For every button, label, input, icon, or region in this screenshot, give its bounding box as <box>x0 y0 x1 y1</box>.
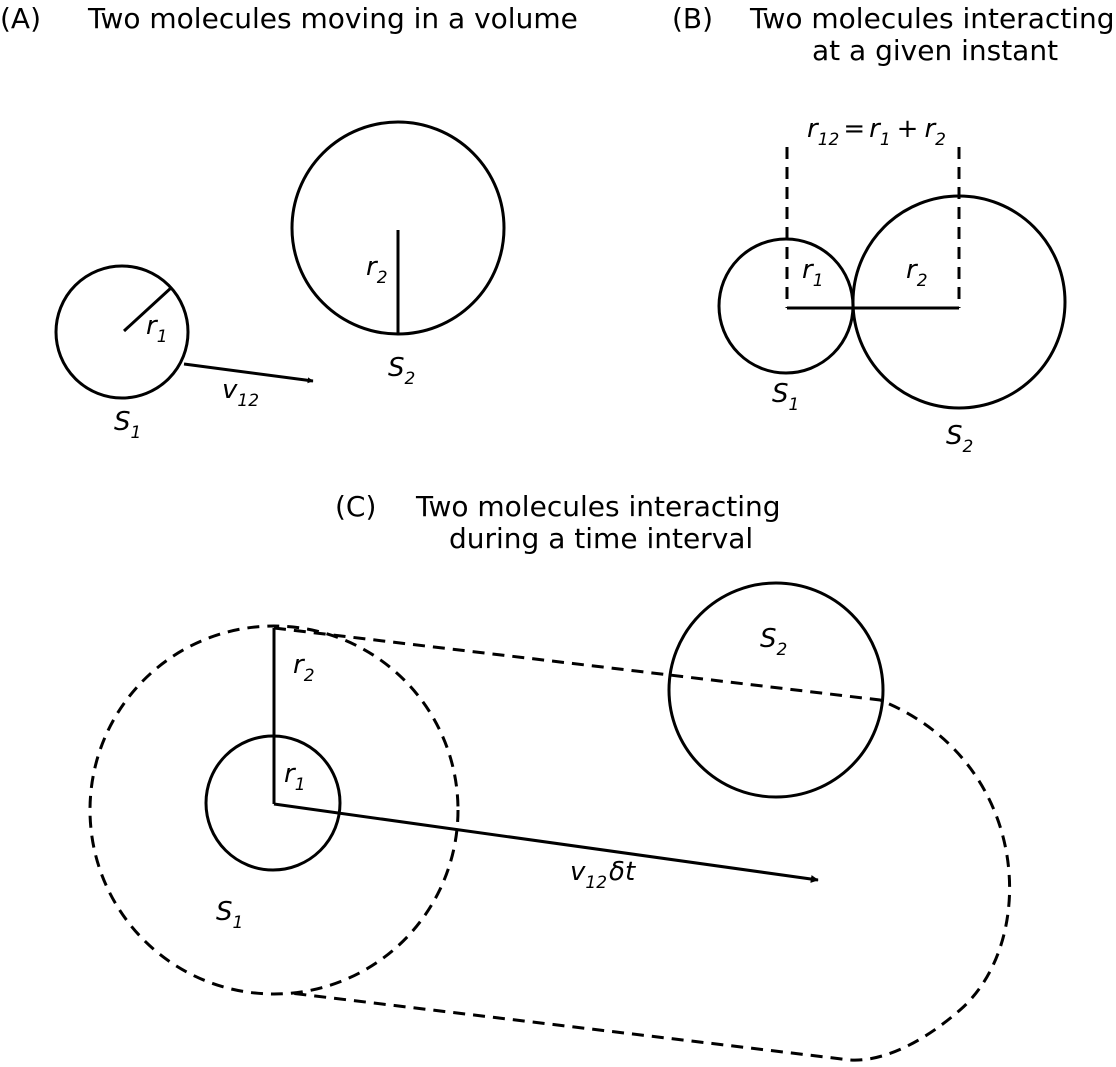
molecule-s1-circle <box>54 264 190 400</box>
swept-volume-envelope <box>273 626 1012 1062</box>
molecule-s1-circle <box>717 237 855 375</box>
radius-r1-line <box>122 285 174 333</box>
molecule-s2-circle <box>851 194 1067 410</box>
panel-c-title-line1: Two molecules interacting <box>415 490 781 523</box>
label-r2: r2 <box>366 252 388 288</box>
label-r2: r2 <box>293 650 315 686</box>
displacement-v12-dt-arrow <box>273 802 819 883</box>
label-s1: S1 <box>772 379 799 415</box>
panel-c-letter: (C) <box>335 490 376 523</box>
label-s2: S2 <box>388 353 415 389</box>
label-r2: r2 <box>906 255 928 291</box>
panel-b: (B) Two molecules interacting at a given… <box>672 2 1115 457</box>
equation-r12: r12 = r1 + r2 <box>807 114 946 150</box>
label-r1: r1 <box>146 311 168 347</box>
velocity-v12-arrow <box>183 362 314 384</box>
molecule-s2-circle <box>667 581 885 799</box>
panel-b-title-line2: at a given instant <box>812 34 1058 67</box>
label-v12-dt: v12δt <box>570 857 636 893</box>
label-r1: r1 <box>802 255 824 291</box>
panel-b-title-line1: Two molecules interacting <box>749 2 1115 35</box>
label-s2: S2 <box>946 421 973 457</box>
panel-a-title: Two molecules moving in a volume <box>87 2 578 35</box>
label-s2: S2 <box>760 624 787 660</box>
panel-c: (C) Two molecules interacting during a t… <box>88 490 1012 1062</box>
label-v12: v12 <box>222 375 259 411</box>
panel-a: (A) Two molecules moving in a volume r1 … <box>0 2 578 443</box>
panel-c-title-line2: during a time interval <box>449 522 753 555</box>
label-s1: S1 <box>114 407 141 443</box>
panel-b-letter: (B) <box>672 2 713 35</box>
collision-cross-section-circle <box>88 624 460 996</box>
label-s1: S1 <box>216 897 243 933</box>
panel-a-letter: (A) <box>0 2 41 35</box>
label-r1: r1 <box>284 759 306 795</box>
